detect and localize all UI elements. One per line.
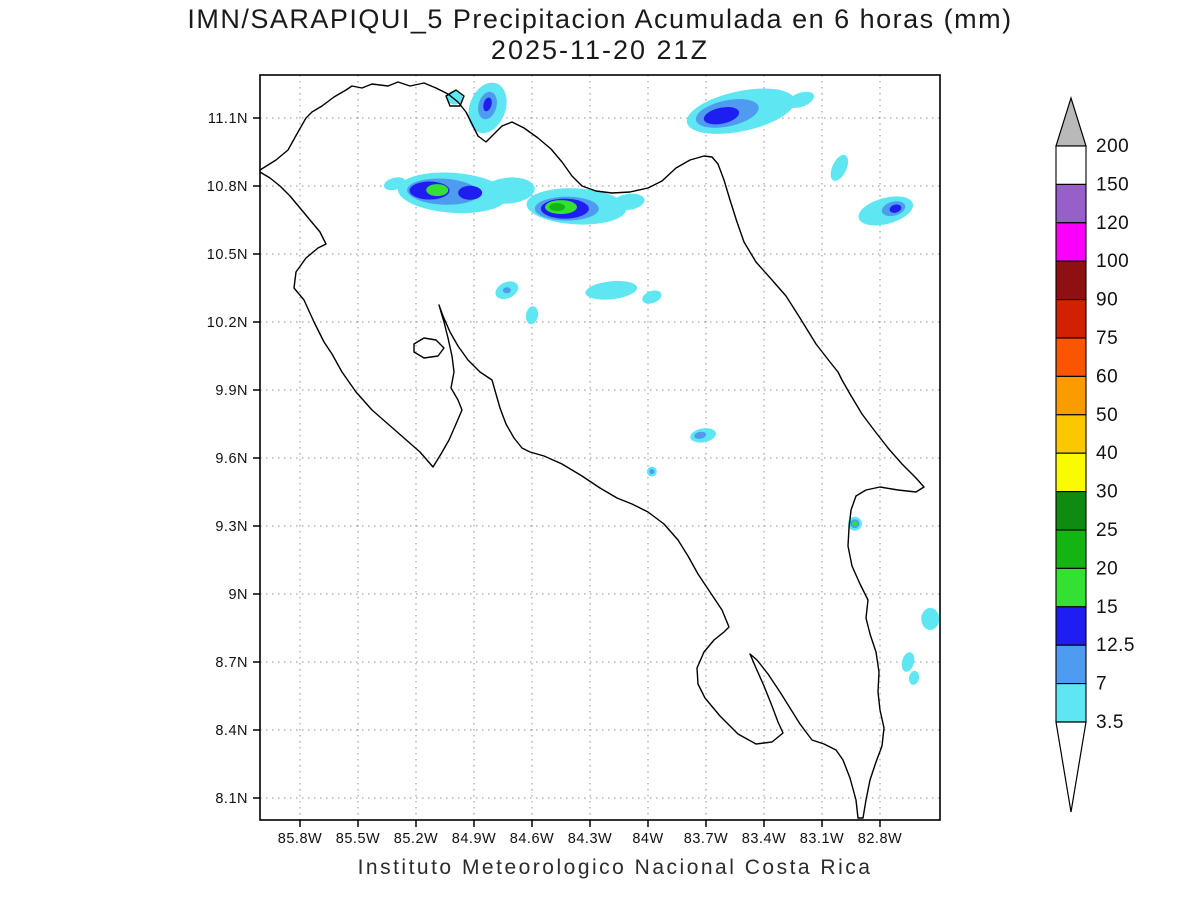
title-block: IMN/SARAPIQUI_5 Precipitacion Acumulada … [0,4,1200,66]
lon-label: 83.1W [800,831,844,847]
lon-label: 84.9W [452,831,496,847]
lat-label: 9.6N [215,451,248,467]
footer-institution: Instituto Meteorologico Nacional Costa R… [357,856,873,879]
precip-cell-7mm [502,287,511,294]
precip-cell-3.5mm [901,652,915,672]
colorbar-label: 200 [1096,136,1129,157]
colorbar-band [1055,606,1087,646]
precip-cell-12.5mm [458,185,483,200]
colorbar-label: 75 [1096,328,1118,349]
lat-label: 10.8N [207,179,248,195]
lake-island-outline [445,89,465,107]
precip-cell-3.5mm [383,177,406,191]
colorbar-band [1055,529,1087,569]
colorbar-band [1055,452,1087,493]
lon-label: 85.8W [278,831,322,847]
precip-cell-3.5mm [612,193,645,211]
lat-label: 9N [228,587,248,603]
colorbar-label: 120 [1096,213,1129,234]
colorbar-band [1055,491,1087,531]
colorbar-label: 25 [1096,520,1118,541]
colorbar-band [1055,222,1087,262]
colorbar-band [1055,337,1087,377]
colorbar-band [1055,145,1087,185]
lon-label: 85.2W [394,831,438,847]
colorbar-label: 7 [1096,674,1107,695]
lat-label: 9.9N [215,383,248,399]
colorbar-arrow-bottom [1055,721,1087,813]
colorbar-label: 20 [1096,558,1118,579]
colorbar-band [1055,260,1087,301]
colorbar-label: 15 [1096,597,1118,618]
colorbar-label: 150 [1096,174,1129,195]
lat-label: 10.2N [207,315,248,331]
colorbar-label: 12.5 [1096,635,1135,656]
lon-label: 83.7W [684,831,728,847]
precip-cell-3.5mm [908,670,920,685]
colorbar-label: 50 [1096,405,1118,426]
lon-label: 83.4W [742,831,786,847]
precip-cell-20mm [549,203,566,212]
lon-label: 84.3W [568,831,612,847]
lon-label: 84.6W [510,831,554,847]
colorbar-label: 90 [1096,290,1118,311]
colorbar-band [1055,567,1087,608]
lat-label: 8.7N [215,655,248,671]
colorbar-band [1055,683,1087,723]
colorbar-band [1055,299,1087,339]
precip-cell-7mm [649,469,655,475]
precip-cell-3.5mm [525,306,539,325]
precip-cell-3.5mm [585,280,638,300]
colorbar-label: 100 [1096,251,1129,272]
lat-label: 8.4N [215,723,248,739]
lon-label: 84W [632,831,663,847]
colorbar-label: 60 [1096,366,1118,387]
precip-cell-3.5mm [921,607,940,630]
lat-lon-gridlines [260,75,940,820]
lat-label: 9.3N [215,519,248,535]
costa-rica-coastline [259,81,925,819]
precip-cell-12.5mm [889,204,902,213]
precip-cell-3.5mm [830,154,849,181]
isla-chira-outline [413,337,445,359]
precip-cell-7mm [694,431,707,439]
mainland-outline [259,81,925,819]
lat-label: 8.1N [215,791,248,807]
precip-cell-3.5mm [446,90,463,105]
precip-cell-12.5mm [703,107,740,125]
colorbar-band [1055,375,1087,416]
precip-cell-15mm [852,521,858,527]
precip-cell-3.5mm [482,177,535,204]
precip-cell-12.5mm [483,97,492,112]
colorbar-arrow-top [1055,95,1087,147]
lat-label: 10.5N [207,247,248,263]
axis-labels: 85.8W 85.5W 85.2W 84.9W 84.6W 84.3W 84W 83.7W 83… [207,111,902,847]
lat-label: 11.1N [208,111,248,127]
plot-frame-and-ticks [253,74,941,827]
colorbar-band [1055,644,1087,685]
colorbar-label: 40 [1096,443,1118,464]
precip-cell-3.5mm [787,91,815,109]
plot-border [259,74,941,821]
colorbar-label: 30 [1096,482,1118,503]
colorbar-legend: 200 150 120 100 90 75 60 50 40 30 25 20 15 12.5 7 3.5 [1055,95,1135,813]
precip-cell-15mm [426,184,449,197]
chart-title: IMN/SARAPIQUI_5 Precipitacion Acumulada … [187,4,1013,34]
lon-label: 85.5W [336,831,380,847]
precip-cell-3.5mm [642,290,662,304]
chart-subtitle-valid-time: 2025-11-20 21Z [490,35,710,65]
colorbar-band [1055,183,1087,224]
precipitation-shaded-contours [383,82,940,685]
lon-label: 82.8W [858,831,902,847]
colorbar-label: 3.5 [1096,712,1124,733]
colorbar-band [1055,414,1087,454]
